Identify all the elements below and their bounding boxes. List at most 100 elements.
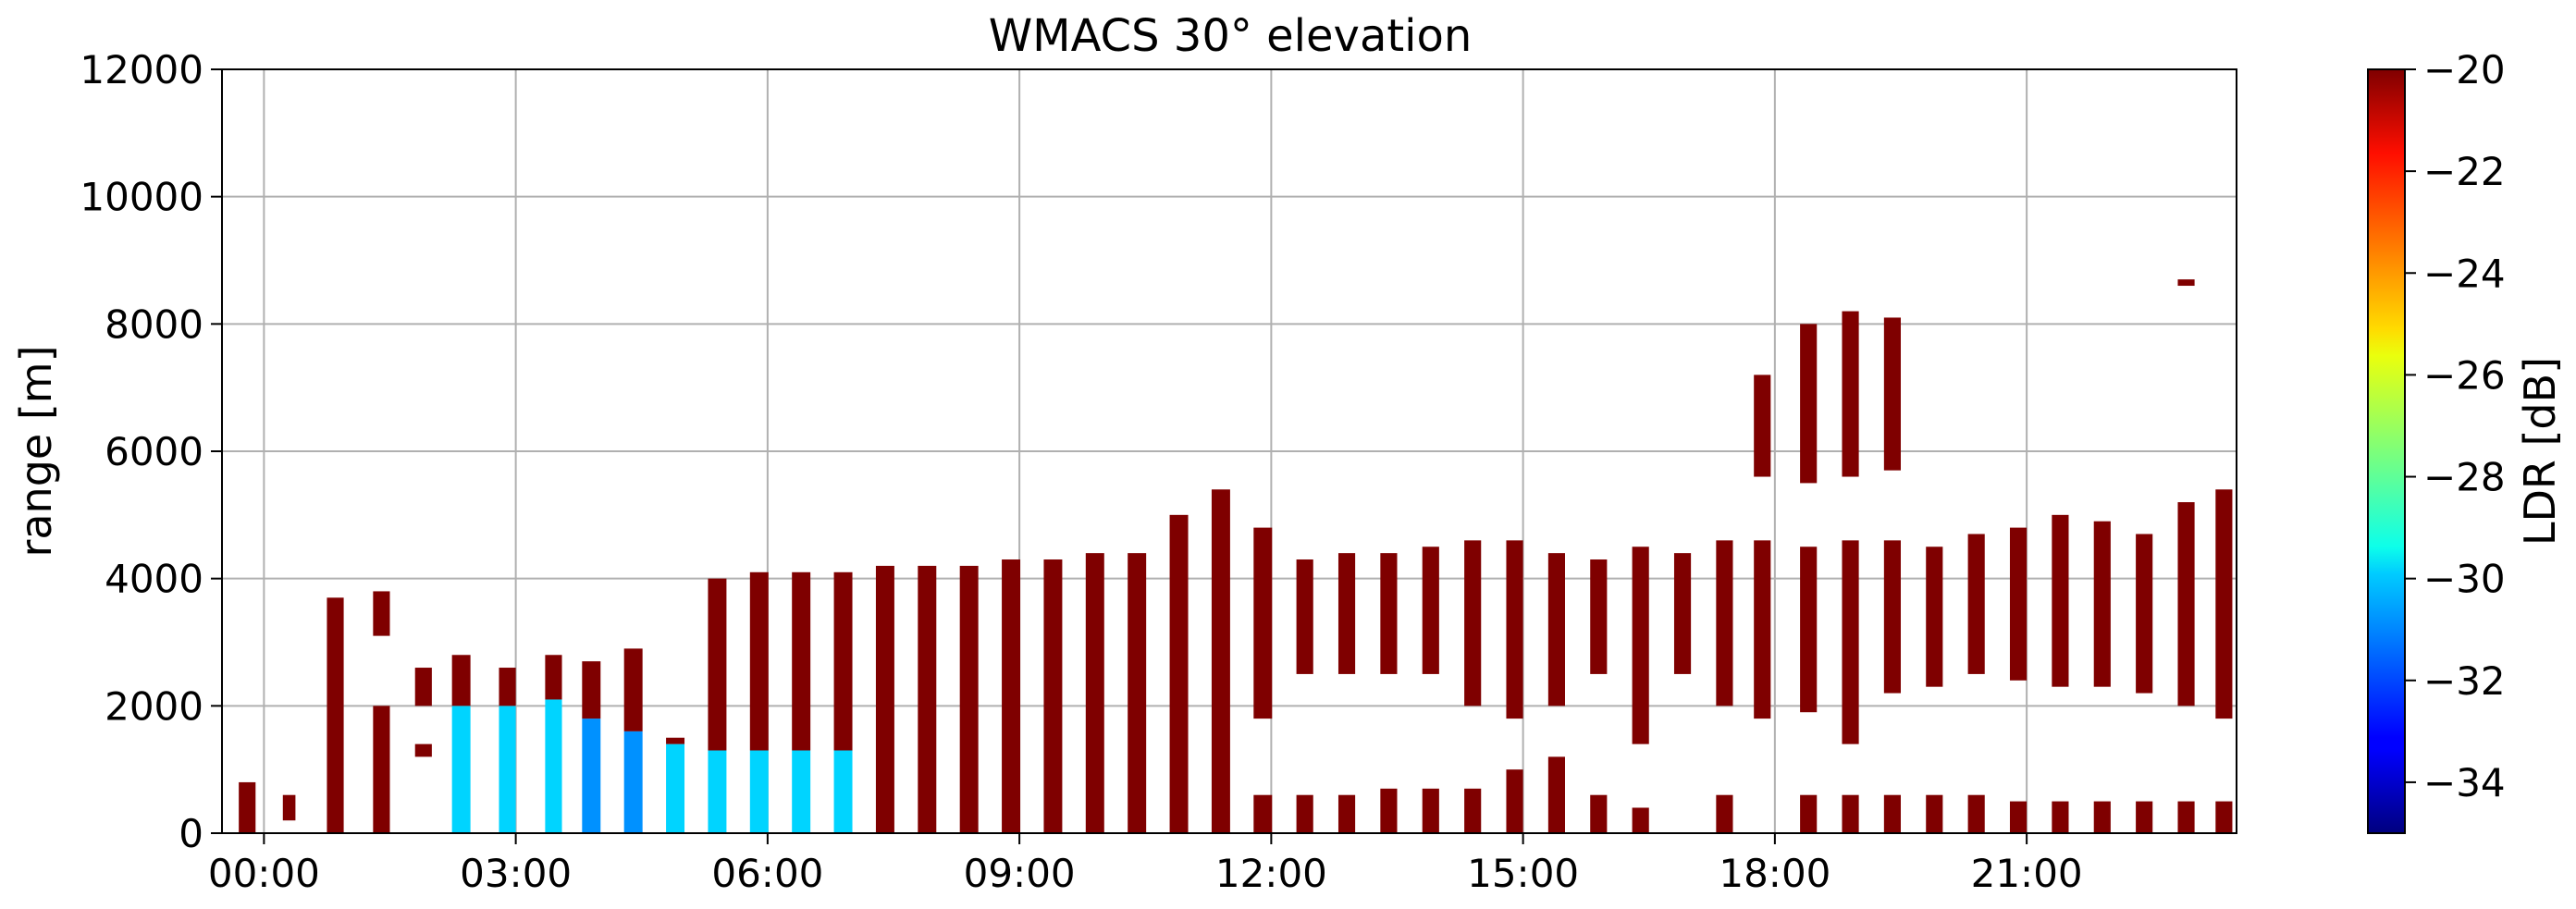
y-tick-label: 8000 bbox=[105, 301, 203, 347]
scan-column bbox=[499, 668, 516, 833]
scan-column bbox=[1253, 527, 1273, 833]
ldr-segment bbox=[792, 571, 811, 751]
ldr-segment bbox=[1673, 553, 1692, 674]
scan-column bbox=[1632, 547, 1649, 833]
ldr-segment bbox=[1169, 514, 1189, 833]
scan-column bbox=[1380, 553, 1398, 833]
scan-column bbox=[2177, 279, 2195, 833]
ldr-segment bbox=[1337, 794, 1356, 833]
scan-column bbox=[1800, 324, 1818, 833]
x-tick-label: 09:00 bbox=[964, 851, 1076, 896]
ldr-segment bbox=[1380, 788, 1398, 833]
ldr-segment bbox=[918, 565, 937, 833]
scan-column bbox=[1716, 540, 1733, 833]
scan-column bbox=[1422, 547, 1439, 833]
ldr-segment bbox=[373, 591, 390, 636]
x-tick-label: 06:00 bbox=[711, 851, 823, 896]
ldr-segment bbox=[2136, 801, 2153, 833]
ldr-segment bbox=[1632, 547, 1649, 744]
ldr-segment bbox=[1716, 794, 1733, 833]
scan-column bbox=[373, 591, 390, 833]
ldr-segment bbox=[545, 655, 562, 700]
ldr-segment bbox=[1883, 794, 1901, 833]
ldr-segment bbox=[2136, 534, 2153, 694]
scan-column bbox=[1926, 547, 1943, 833]
ldr-segment bbox=[2052, 801, 2069, 833]
colorbar-ticks: −20 −22 −24 −26 −28 −30 −32 −34 bbox=[2405, 47, 2506, 805]
y-tick-label: 2000 bbox=[105, 683, 203, 729]
ldr-segment bbox=[1842, 540, 1859, 744]
ldr-segment bbox=[1800, 794, 1818, 833]
ldr-segment bbox=[1967, 534, 1985, 674]
colorbar-tick-label: −28 bbox=[2423, 455, 2506, 500]
y-tick-label: 4000 bbox=[105, 557, 203, 602]
ldr-segment bbox=[2009, 801, 2028, 833]
colorbar-tick-label: −20 bbox=[2423, 47, 2506, 92]
ldr-segment bbox=[1337, 553, 1356, 674]
scan-column bbox=[545, 655, 562, 833]
ldr-segment bbox=[2177, 279, 2195, 287]
ldr-segment bbox=[1253, 527, 1273, 719]
ldr-segment bbox=[2093, 521, 2111, 687]
ldr-segment bbox=[1085, 553, 1104, 833]
ldr-segment bbox=[1926, 547, 1943, 687]
ldr-segment bbox=[282, 794, 296, 821]
ldr-segment bbox=[1296, 559, 1313, 674]
ldr-segment bbox=[833, 571, 853, 751]
ldr-segment bbox=[451, 706, 471, 833]
ldr-segment bbox=[1464, 540, 1482, 706]
ldr-segment bbox=[1754, 375, 1771, 477]
scan-column bbox=[1043, 559, 1063, 833]
ldr-segment bbox=[1506, 540, 1523, 719]
colorbar-tick-label: −26 bbox=[2423, 352, 2506, 398]
ldr-segment bbox=[1296, 794, 1313, 833]
colorbar-tick-label: −22 bbox=[2423, 149, 2506, 194]
ldr-segment bbox=[1883, 317, 1901, 471]
scan-column bbox=[792, 571, 811, 833]
ldr-segment bbox=[833, 750, 853, 833]
ldr-segment bbox=[2177, 801, 2195, 833]
x-tick-label: 15:00 bbox=[1467, 851, 1579, 896]
ldr-segment bbox=[582, 661, 601, 719]
ldr-segment bbox=[1967, 794, 1985, 833]
ldr-segment bbox=[239, 781, 256, 833]
y-axis-label: range [m] bbox=[11, 345, 61, 557]
x-tick-label: 12:00 bbox=[1215, 851, 1327, 896]
ldr-segment bbox=[1632, 807, 1649, 833]
ldr-segment bbox=[1842, 311, 1859, 477]
ldr-segment bbox=[959, 565, 979, 833]
ldr-segment bbox=[623, 731, 643, 833]
x-tick-label: 18:00 bbox=[1719, 851, 1830, 896]
scan-column bbox=[1967, 534, 1985, 833]
ldr-segment bbox=[1842, 794, 1859, 833]
ldr-segment bbox=[1128, 553, 1147, 833]
ldr-segment bbox=[414, 743, 432, 757]
colorbar bbox=[2367, 68, 2406, 834]
ldr-segment bbox=[2009, 527, 2028, 681]
x-tick-label: 00:00 bbox=[208, 851, 320, 896]
ldr-segment bbox=[1590, 794, 1608, 833]
ldr-segment bbox=[666, 737, 685, 744]
scan-column bbox=[2136, 534, 2153, 833]
scan-column bbox=[1842, 311, 1859, 833]
ldr-segment bbox=[792, 750, 811, 833]
ldr-segment bbox=[708, 578, 727, 751]
scan-column bbox=[1883, 317, 1901, 833]
scan-column bbox=[1211, 489, 1230, 833]
ldr-segment bbox=[451, 655, 471, 706]
scan-column bbox=[1673, 553, 1692, 674]
ldr-segment bbox=[2215, 801, 2233, 833]
y-tick-label: 12000 bbox=[80, 47, 203, 92]
scan-column bbox=[875, 565, 894, 833]
scan-column bbox=[2093, 521, 2111, 833]
scan-column bbox=[582, 661, 601, 833]
scan-column bbox=[282, 794, 296, 821]
ldr-segment bbox=[1211, 489, 1230, 833]
ldr-segment bbox=[1926, 794, 1943, 833]
scan-column bbox=[2052, 514, 2069, 833]
y-axis: 0 2000 4000 6000 8000 10000 12000 bbox=[80, 47, 222, 856]
scan-column bbox=[1296, 559, 1313, 833]
scan-column bbox=[414, 668, 432, 757]
ldr-segment bbox=[373, 706, 390, 833]
